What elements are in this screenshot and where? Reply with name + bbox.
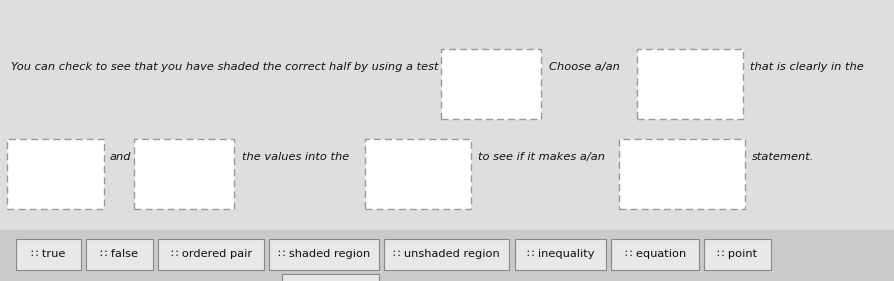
Bar [514,239,605,270]
Text: ∷ shaded region: ∷ shaded region [277,249,370,259]
Text: ∷ inequality: ∷ inequality [526,249,594,259]
Text: to see if it makes a/an: to see if it makes a/an [477,152,604,162]
Bar [365,139,470,209]
Bar [611,239,698,270]
Bar [384,239,509,270]
FancyBboxPatch shape [0,0,894,230]
Bar [7,139,104,209]
Text: the values into the: the values into the [241,152,349,162]
Bar [282,274,378,281]
Bar [704,239,770,270]
Bar [134,139,234,209]
FancyBboxPatch shape [0,230,894,281]
Text: statement.: statement. [751,152,814,162]
Text: You can check to see that you have shaded the correct half by using a test: You can check to see that you have shade… [11,62,438,72]
Text: ∷ true: ∷ true [31,249,65,259]
Bar [441,49,541,119]
Text: ∷ equation: ∷ equation [624,249,685,259]
Text: and: and [109,152,131,162]
Bar [86,239,153,270]
Bar [158,239,264,270]
Bar [16,239,80,270]
Text: Choose a/an: Choose a/an [548,62,619,72]
Text: that is clearly in the: that is clearly in the [749,62,863,72]
Text: ∷ false: ∷ false [100,249,139,259]
Bar [619,139,744,209]
Bar [637,49,742,119]
Bar [269,239,378,270]
Text: ∷ unshaded region: ∷ unshaded region [392,249,500,259]
Text: ∷ point: ∷ point [717,249,756,259]
Text: ∷ ordered pair: ∷ ordered pair [171,249,251,259]
